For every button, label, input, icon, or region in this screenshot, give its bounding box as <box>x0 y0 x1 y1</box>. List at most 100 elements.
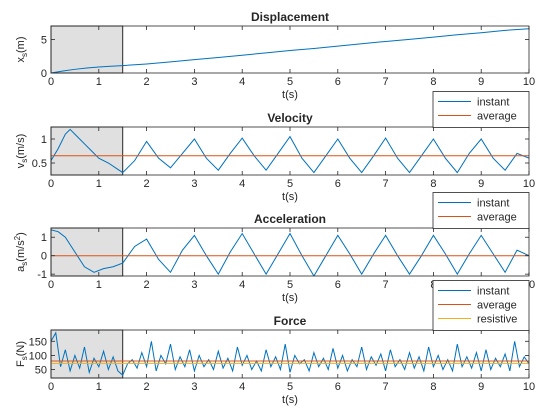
chart-velocity-group: 0 1 2 3 4 5 6 7 8 9 10 0.5 1 Velocity t(s) vs(m/s) insta… <box>15 91 535 203</box>
x-tick-label: 8 <box>430 381 436 393</box>
legend: instant average <box>432 192 530 229</box>
y-label-main: a <box>15 265 27 272</box>
legend-box <box>432 280 530 331</box>
legend-label-average: average <box>477 300 517 312</box>
x-tick-label: 0 <box>48 381 54 393</box>
x-tick-label: 0 <box>48 76 54 88</box>
y-label-unit: (m) <box>15 37 27 54</box>
legend-label-instant: instant <box>477 286 509 298</box>
legend-label-average: average <box>477 212 517 224</box>
shaded-region <box>50 227 124 277</box>
x-tick-label: 7 <box>383 279 389 291</box>
legend-label-average: average <box>477 111 517 123</box>
x-tick-label: 5 <box>287 279 293 291</box>
x-tick-label: 8 <box>430 178 436 190</box>
y-label-main: x <box>15 57 27 63</box>
x-tick-label: 10 <box>523 381 535 393</box>
legend-box <box>432 91 530 128</box>
y-tick-label: 150 <box>29 336 47 348</box>
shaded-region <box>50 25 124 74</box>
x-axis-label: t(s) <box>282 191 298 203</box>
y-axis-label: vs(m/s) <box>15 134 29 169</box>
y-label-sub: s <box>20 262 29 266</box>
x-tick-label: 9 <box>478 381 484 393</box>
x-tick-label: 4 <box>239 178 245 190</box>
x-tick-label: 1 <box>96 279 102 291</box>
x-tick-label: 9 <box>478 178 484 190</box>
legend-label-resistive: resistive <box>477 314 517 326</box>
legend-box <box>432 192 530 229</box>
x-tick-label: 9 <box>478 76 484 88</box>
x-axis-label: t(s) <box>282 292 298 304</box>
y-label-sup: 2 <box>13 235 22 240</box>
y-label-main: F <box>15 360 27 367</box>
series-line-instant <box>51 28 529 73</box>
shaded-region <box>50 329 124 379</box>
x-tick-label: 10 <box>523 178 535 190</box>
chart-title: Acceleration <box>254 212 326 226</box>
x-tick-label: 3 <box>191 279 197 291</box>
x-tick-label: 3 <box>191 178 197 190</box>
x-tick-label: 2 <box>144 279 150 291</box>
x-tick-label: 7 <box>383 178 389 190</box>
x-tick-label: 1 <box>96 381 102 393</box>
y-tick-label: 0 <box>41 68 47 80</box>
y-tick-label: 1 <box>41 134 47 146</box>
legend-label-instant: instant <box>477 198 509 210</box>
x-tick-label: 10 <box>523 76 535 88</box>
x-tick-label: 5 <box>287 178 293 190</box>
chart-title: Displacement <box>251 10 329 24</box>
y-tick-label: 0 <box>41 251 47 263</box>
x-axis-label: t(s) <box>282 394 298 406</box>
legend: instant average <box>432 91 530 128</box>
series-line-instant <box>51 128 529 174</box>
x-tick-label: 4 <box>239 381 245 393</box>
x-tick-label: 5 <box>287 381 293 393</box>
x-tick-label: 3 <box>191 76 197 88</box>
chart-force-group: 0 1 2 3 4 5 6 7 8 9 1050100150Forcet(s)Fs(N)instan… <box>15 280 535 406</box>
x-tick-label: 4 <box>239 279 245 291</box>
y-label-unit: (m/s) <box>15 134 27 159</box>
x-tick-label: 3 <box>191 381 197 393</box>
y-axis-label: as(m/s2) <box>13 232 29 272</box>
x-tick-label: 5 <box>287 76 293 88</box>
x-tick-label: 0 <box>48 279 54 291</box>
y-label-sub: s <box>20 53 29 57</box>
chart-displacement-group: 0 1 2 3 4 5 6 7 8 9 10 0 5 Displacement t(s) xs(m) <box>15 10 535 101</box>
x-tick-label: 2 <box>144 178 150 190</box>
x-axis-label: t(s) <box>282 89 298 101</box>
x-tick-label: 4 <box>239 76 245 88</box>
y-tick-label: 1 <box>41 232 47 244</box>
shaded-region <box>50 126 124 176</box>
x-tick-label: 6 <box>335 76 341 88</box>
x-tick-label: 0 <box>48 178 54 190</box>
y-label-close: ) <box>15 232 27 236</box>
x-tick-label: 6 <box>335 279 341 291</box>
y-axis-label: xs(m) <box>15 37 29 63</box>
chart-title: Velocity <box>267 111 313 125</box>
y-label-unit: (m/s <box>15 240 27 262</box>
legend-label-instant: instant <box>477 97 509 109</box>
y-tick-label: -1 <box>37 269 47 281</box>
x-tick-label: 7 <box>383 76 389 88</box>
y-tick-label: 5 <box>41 34 47 46</box>
x-tick-label: 7 <box>383 381 389 393</box>
x-tick-label: 6 <box>335 178 341 190</box>
x-tick-label: 1 <box>96 178 102 190</box>
y-tick-label: 0.5 <box>32 158 47 170</box>
x-tick-label: 8 <box>430 76 436 88</box>
plot-area <box>51 127 529 175</box>
y-label-sub: s <box>20 356 29 360</box>
chart-acceleration-group: 012345678910-101Accelerationt(s)as(m/s2)… <box>13 192 535 304</box>
y-axis-label: Fs(N) <box>15 341 29 367</box>
series-line-instant <box>51 229 529 276</box>
y-tick-label: 50 <box>35 365 47 377</box>
chart-title: Force <box>274 314 307 328</box>
x-tick-label: 2 <box>144 381 150 393</box>
legend: instant average resistive <box>432 280 530 331</box>
y-label-sub: s <box>20 159 29 163</box>
y-label-main: v <box>15 162 27 168</box>
x-tick-label: 1 <box>96 76 102 88</box>
y-tick-label: 100 <box>29 350 47 362</box>
